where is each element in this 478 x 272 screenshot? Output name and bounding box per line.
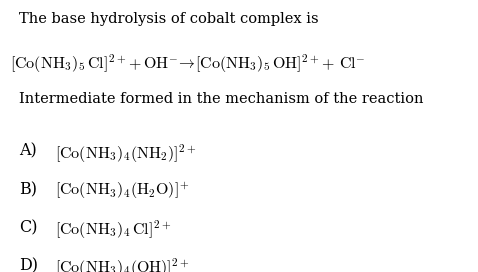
Text: $\left[\mathrm{Co(NH_3)_5\,Cl}\right]^{2+}\!+\mathrm{OH}^{-}\!\rightarrow\!\left: $\left[\mathrm{Co(NH_3)_5\,Cl}\right]^{2…: [10, 53, 365, 75]
Text: $\left[\mathrm{Co(NH_3)_4\,Cl}\right]^{2+}$: $\left[\mathrm{Co(NH_3)_4\,Cl}\right]^{2…: [55, 219, 171, 241]
Text: The base hydrolysis of cobalt complex is: The base hydrolysis of cobalt complex is: [19, 12, 319, 26]
Text: Intermediate formed in the mechanism of the reaction: Intermediate formed in the mechanism of …: [19, 92, 424, 106]
Text: $\left[\mathrm{Co(NH_3)_4(H_2O)}\right]^{+}$: $\left[\mathrm{Co(NH_3)_4(H_2O)}\right]^…: [55, 181, 189, 201]
Text: A): A): [19, 143, 37, 160]
Text: B): B): [19, 181, 37, 198]
Text: $\left[\mathrm{Co(NH_3)_4(OH)}\right]^{2+}$: $\left[\mathrm{Co(NH_3)_4(OH)}\right]^{2…: [55, 257, 190, 272]
Text: C): C): [19, 219, 38, 236]
Text: D): D): [19, 257, 38, 272]
Text: $\left[\mathrm{Co(NH_3)_4(NH_2)}\right]^{2+}$: $\left[\mathrm{Co(NH_3)_4(NH_2)}\right]^…: [55, 143, 196, 165]
